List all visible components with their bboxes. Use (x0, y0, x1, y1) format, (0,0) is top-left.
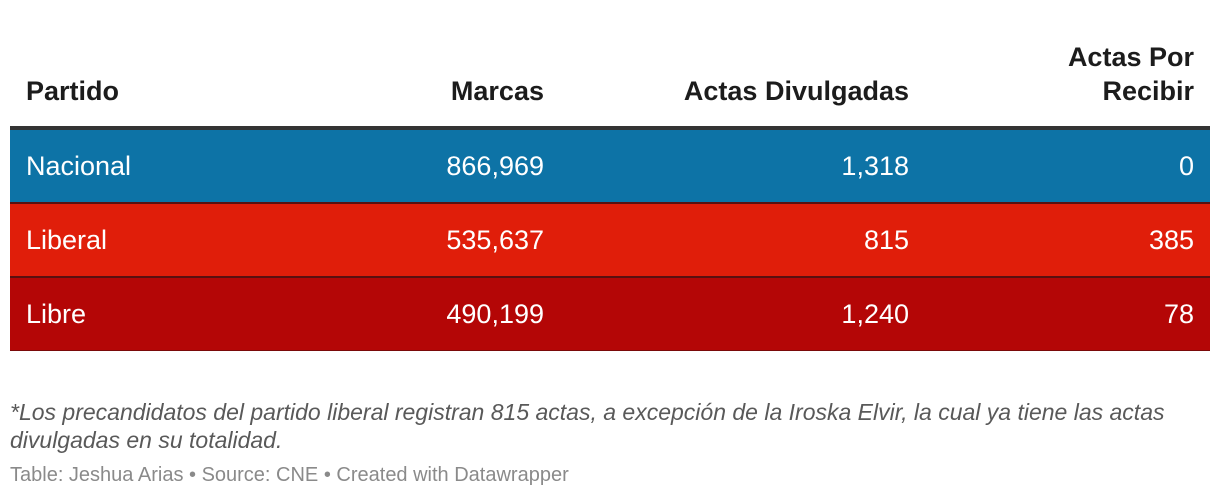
column-header-actas-por-recibir-text: Actas Por Recibir (1067, 42, 1194, 106)
column-header-actas-por-recibir: Actas Por Recibir (925, 40, 1210, 128)
results-table: Partido Marcas Actas Divulgadas Actas Po… (10, 40, 1210, 351)
datawrapper-credit[interactable]: Created with Datawrapper (336, 464, 569, 486)
column-header-partido: Partido (26, 76, 120, 106)
separator: • (318, 464, 337, 486)
table-footnote: *Los precandidatos del partido liberal r… (10, 399, 1165, 453)
cell-partido: Nacional (26, 150, 132, 181)
cell-actas-por-recibir: 78 (1163, 298, 1194, 329)
table-row: Nacional 866,969 1,318 0 (10, 128, 1210, 203)
source-credit: Source: CNE (201, 464, 319, 486)
header-row: Partido Marcas Actas Divulgadas Actas Po… (10, 40, 1210, 128)
cell-marcas: 490,199 (446, 298, 544, 329)
table-header: Partido Marcas Actas Divulgadas Actas Po… (10, 40, 1210, 128)
cell-actas-divulgadas: 815 (863, 224, 909, 255)
table-row: Liberal 535,637 815 385 (10, 203, 1210, 277)
column-header-actas-divulgadas: Actas Divulgadas (683, 76, 909, 106)
cell-actas-divulgadas: 1,240 (841, 298, 909, 329)
table-body: Nacional 866,969 1,318 0 Liberal 535,637… (10, 128, 1210, 351)
cell-actas-divulgadas: 1,318 (841, 150, 909, 181)
table-row: Libre 490,199 1,240 78 (10, 277, 1210, 351)
cell-partido: Liberal (26, 224, 108, 255)
credits-footer: Table: Jeshua Arias • Source: CNE • Crea… (10, 464, 569, 487)
separator: • (183, 464, 202, 486)
column-header-marcas: Marcas (450, 76, 544, 106)
cell-marcas: 866,969 (446, 150, 544, 181)
cell-marcas: 535,637 (446, 224, 544, 255)
table-credit: Table: Jeshua Arias (10, 464, 184, 486)
cell-actas-por-recibir: 385 (1148, 224, 1194, 255)
cell-partido: Libre (26, 298, 87, 329)
cell-actas-por-recibir: 0 (1178, 150, 1194, 181)
data-table-container: Partido Marcas Actas Divulgadas Actas Po… (10, 40, 1210, 351)
